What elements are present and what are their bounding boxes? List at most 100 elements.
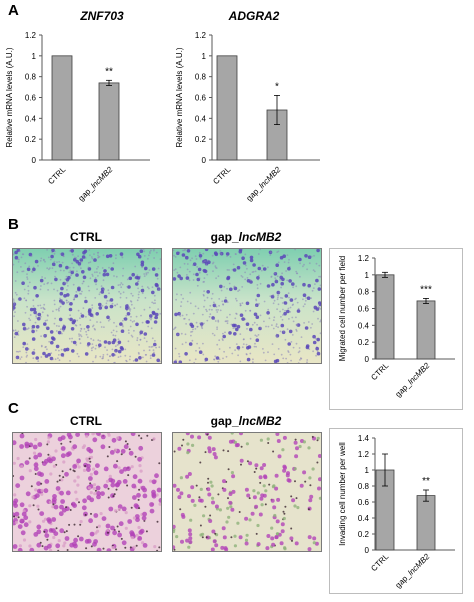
cell-dot <box>13 298 15 301</box>
cell-dot <box>256 542 261 547</box>
cell-dot <box>232 327 235 330</box>
cell-dot <box>315 278 319 283</box>
cell-dot <box>257 274 260 277</box>
cell-dot <box>47 436 51 440</box>
cell-dot <box>315 354 317 357</box>
cell-dot <box>22 322 26 327</box>
cell-dot <box>102 355 104 358</box>
cell-dot <box>130 315 132 318</box>
cell-dot <box>187 528 192 533</box>
cell-dot <box>241 302 244 304</box>
cell-dot <box>117 340 122 345</box>
cell-dot <box>100 491 105 496</box>
cell-dot <box>196 266 199 268</box>
cell-dot <box>244 278 247 281</box>
y-tick-label: 1 <box>202 52 207 61</box>
y-tick-label: 1.2 <box>25 31 37 40</box>
cell-dot <box>225 520 229 524</box>
cell-dot <box>249 327 253 332</box>
cell-dot <box>25 356 28 358</box>
cell-dot <box>218 358 221 361</box>
cell-dot <box>140 288 145 293</box>
cell-dot <box>46 517 52 522</box>
cell-dot <box>298 444 302 449</box>
cell-dot <box>137 351 140 354</box>
cell-dot <box>280 529 285 534</box>
cell-dot <box>48 500 53 504</box>
cell-dot <box>87 309 92 314</box>
cell-dot <box>79 342 82 345</box>
cell-dot <box>75 259 80 264</box>
cell-dot <box>222 487 227 492</box>
cell-dot <box>57 354 60 356</box>
cell-dot <box>28 469 32 473</box>
cell-dot <box>146 434 149 437</box>
cell-dot <box>35 356 39 360</box>
cell-dot <box>277 348 280 350</box>
cell-dot <box>311 435 314 438</box>
cell-dot <box>110 331 113 334</box>
cell-dot <box>89 460 92 463</box>
cell-dot <box>190 324 195 328</box>
significance-marker: ** <box>422 476 430 487</box>
cell-dot <box>311 467 315 471</box>
cell-dot <box>173 269 176 271</box>
cell-dot <box>88 457 91 460</box>
cell-dot <box>181 343 184 346</box>
cell-dot <box>211 447 216 452</box>
cell-dot <box>264 503 267 506</box>
cell-dot <box>119 469 124 474</box>
cell-dot <box>158 546 161 549</box>
y-tick-label: 0.2 <box>358 530 370 539</box>
cell-dot <box>312 350 314 353</box>
cell-dot <box>131 272 135 277</box>
cell-dot <box>288 318 290 320</box>
cell-dot <box>316 436 320 440</box>
cell-dot <box>25 299 28 302</box>
cell-dot <box>229 256 232 258</box>
y-tick-label: 1 <box>365 466 370 475</box>
cell-dot <box>206 487 211 492</box>
cell-dot <box>75 273 79 277</box>
cell-dot <box>126 312 131 316</box>
cell-dot <box>54 358 57 361</box>
cell-dot <box>91 257 94 260</box>
cell-dot <box>148 254 150 257</box>
y-tick-label: 0.8 <box>358 482 370 491</box>
cell-dot <box>82 498 87 504</box>
cell-dot <box>153 545 157 549</box>
cell-dot <box>192 264 194 266</box>
cell-dot <box>75 344 78 346</box>
cell-dot <box>263 474 267 479</box>
cell-dot <box>130 433 136 437</box>
cell-dot <box>192 279 195 281</box>
cell-dot <box>270 536 275 541</box>
cell-dot <box>277 261 280 264</box>
cell-dot <box>279 255 284 260</box>
cell-dot <box>222 357 224 360</box>
cell-dot <box>296 309 301 313</box>
cell-dot <box>249 258 254 263</box>
cell-dot <box>245 264 247 267</box>
cell-dot <box>245 442 249 446</box>
cell-dot <box>289 353 292 356</box>
cell-dot <box>16 456 20 461</box>
cell-dot <box>174 347 177 350</box>
cell-dot <box>242 343 245 345</box>
cell-dot <box>185 313 188 316</box>
cell-dot <box>252 358 254 361</box>
cell-dot <box>85 547 88 550</box>
cell-dot <box>287 307 290 310</box>
cell-dot <box>313 270 316 273</box>
cell-dot <box>179 508 182 511</box>
cell-dot <box>32 299 35 302</box>
y-axis-label: Migrated cell number per field <box>338 256 347 361</box>
cell-dot <box>60 478 64 482</box>
cell-dot <box>36 504 40 508</box>
cell-dot <box>219 250 222 252</box>
cell-dot <box>43 530 46 533</box>
cell-dot <box>281 302 284 304</box>
cell-dot <box>139 330 143 335</box>
cell-dot <box>80 335 83 338</box>
cell-dot <box>215 267 218 269</box>
